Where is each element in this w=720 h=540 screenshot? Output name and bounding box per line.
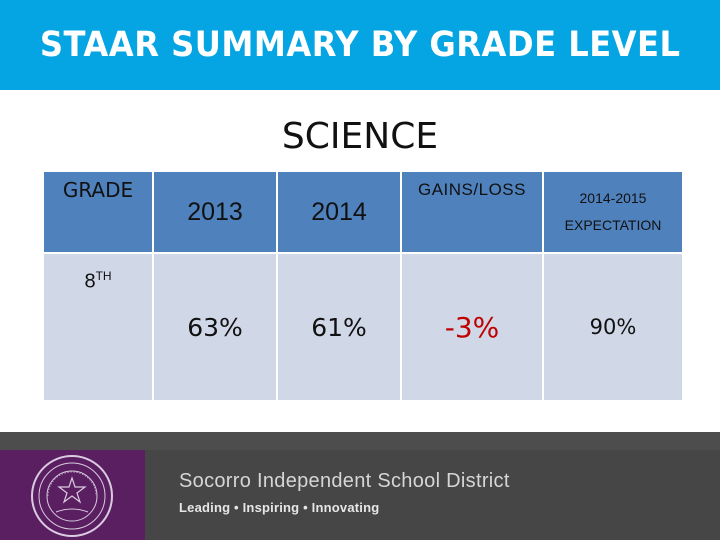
header-cell-expectation: 2014-2015 EXPECTATION <box>542 170 684 254</box>
cell-expectation: 90% <box>542 252 684 402</box>
header-year-2013: 2013 <box>187 197 243 226</box>
table-row: 8TH 63% 61% -3% 90% <box>42 252 684 402</box>
header-year-2014: 2014 <box>311 197 367 226</box>
table-header-row: GRADE 2013 2014 GAINS/LOSS 2014-2015 EXP… <box>42 170 684 254</box>
value-expectation: 90% <box>589 315 637 339</box>
value-2014: 61% <box>311 312 367 342</box>
header-cell-2014: 2014 <box>276 170 402 254</box>
grade-value: 8TH <box>44 269 152 294</box>
header-cell-grade: GRADE <box>42 170 154 254</box>
header-cell-2013: 2013 <box>152 170 278 254</box>
page-title: STAAR SUMMARY BY GRADE LEVEL <box>39 25 681 65</box>
subject-title: SCIENCE <box>281 116 439 157</box>
footer-logo-panel <box>0 450 145 540</box>
grade-number: 8 <box>84 270 96 293</box>
value-gains-loss: -3% <box>444 310 500 344</box>
staar-summary-table: GRADE 2013 2014 GAINS/LOSS 2014-2015 EXP… <box>42 170 684 402</box>
grade-suffix: TH <box>95 269 112 283</box>
header-expectation-years: 2014-2015 <box>579 190 647 206</box>
value-2013: 63% <box>187 312 243 342</box>
cell-2013: 63% <box>152 252 278 402</box>
title-bar: STAAR SUMMARY BY GRADE LEVEL <box>0 0 720 90</box>
cell-gains-loss: -3% <box>400 252 544 402</box>
district-name: Socorro Independent School District <box>179 470 510 492</box>
footer-bar: Socorro Independent School District Lead… <box>145 450 720 540</box>
header-expectation-label: EXPECTATION <box>564 217 662 233</box>
header-cell-gains-loss: GAINS/LOSS <box>400 170 544 254</box>
header-expectation: 2014-2015 EXPECTATION <box>544 185 682 239</box>
header-gains-loss: GAINS/LOSS <box>418 180 526 199</box>
cell-2014: 61% <box>276 252 402 402</box>
district-seal-icon <box>31 455 113 537</box>
header-grade: GRADE <box>62 178 134 202</box>
cell-grade: 8TH <box>42 252 154 402</box>
footer-divider <box>0 432 720 450</box>
district-motto: Leading • Inspiring • Innovating <box>179 500 380 515</box>
